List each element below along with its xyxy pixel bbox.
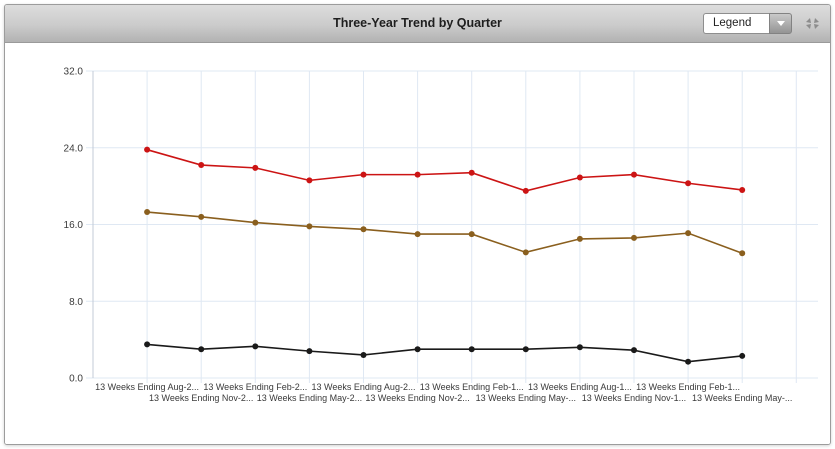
black-series-data-point[interactable] (522, 346, 529, 353)
x-axis-tick-label: 13 Weeks Ending Nov-1... (582, 393, 686, 403)
brown-series-data-point[interactable] (360, 226, 367, 233)
x-axis-tick-label: 13 Weeks Ending Feb-2... (203, 382, 307, 392)
black-series-data-point[interactable] (306, 348, 313, 355)
red-series-data-point[interactable] (414, 171, 421, 178)
red-series-data-point[interactable] (631, 171, 637, 178)
red-series-data-point[interactable] (198, 162, 205, 169)
x-axis-tick-label: 13 Weeks Ending Aug-2... (95, 382, 199, 392)
chart-area: 0.0 8.0 16.0 24.0 32.0 13 Weeks Ending Aug-2.… (5, 43, 830, 444)
black-series-data-point[interactable] (252, 343, 259, 350)
red-series-data-point[interactable] (739, 186, 746, 193)
legend-dropdown-button[interactable] (769, 13, 792, 34)
legend-dropdown-value: Legend (703, 13, 769, 34)
widget-header: Three-Year Trend by Quarter Legend (5, 5, 830, 43)
brown-series-data-point[interactable] (414, 231, 421, 238)
red-series-data-point[interactable] (252, 164, 259, 171)
black-series-data-point[interactable] (631, 347, 637, 354)
header-controls: Legend (703, 5, 821, 42)
maximize-arrows-glyph (806, 18, 819, 29)
black-series-data-point[interactable] (360, 351, 367, 358)
x-axis-tick-label: 13 Weeks Ending Aug-2... (312, 382, 416, 392)
red-series-data-point[interactable] (576, 174, 583, 181)
black-series-data-point[interactable] (576, 344, 583, 351)
brown-series-data-point[interactable] (685, 230, 692, 237)
vertical-gridlines (146, 71, 797, 383)
maximize-icon[interactable] (805, 17, 821, 31)
x-axis-tick-label: 13 Weeks Ending May-2... (257, 393, 362, 403)
series-black-series (144, 341, 746, 365)
chevron-down-icon (776, 21, 785, 26)
red-series-data-point[interactable] (468, 169, 475, 176)
brown-series-line (147, 211, 743, 255)
red-series-data-point[interactable] (306, 177, 313, 184)
x-axis-tick-label: 13 Weeks Ending Feb-1... (420, 382, 524, 392)
black-series-data-point[interactable] (198, 346, 205, 353)
red-series-data-point[interactable] (144, 146, 151, 153)
red-series-line (146, 148, 743, 192)
red-series-data-point[interactable] (685, 180, 692, 187)
y-axis-tick-label: 8.0 (69, 297, 83, 308)
black-series-data-point[interactable] (685, 358, 692, 365)
x-axis-tick-label: 13 Weeks Ending Nov-2... (365, 393, 469, 403)
horizontal-gridlines: 0.0 8.0 16.0 24.0 32.0 (64, 67, 818, 385)
chart-title: Three-Year Trend by Quarter (333, 16, 502, 30)
brown-series-data-point[interactable] (198, 213, 205, 220)
brown-series-data-point[interactable] (522, 249, 529, 256)
x-axis-tick-label: 13 Weeks Ending May-... (476, 393, 576, 403)
black-series-data-point[interactable] (414, 346, 421, 353)
brown-series-data-point[interactable] (144, 209, 151, 216)
black-series-data-point[interactable] (739, 352, 746, 359)
x-axis-tick-label: 13 Weeks Ending Feb-1... (636, 382, 740, 392)
black-series-data-point[interactable] (468, 346, 475, 353)
series-red-series (144, 146, 746, 194)
x-axis-tick-label: 13 Weeks Ending May-... (692, 393, 792, 403)
y-axis-tick-label: 16.0 (64, 220, 84, 231)
red-series-data-point[interactable] (360, 171, 367, 178)
brown-series-data-point[interactable] (739, 250, 746, 257)
y-axis-tick-label: 32.0 (64, 67, 84, 78)
x-axis-tick-label: 13 Weeks Ending Nov-2... (149, 393, 253, 403)
brown-series-data-point[interactable] (468, 231, 475, 238)
red-series-data-point[interactable] (522, 187, 529, 194)
x-axis-labels: 13 Weeks Ending Aug-2...13 Weeks Ending … (95, 382, 792, 403)
series-brown-series (144, 209, 746, 257)
y-axis-tick-label: 0.0 (69, 374, 83, 385)
x-axis-tick-label: 13 Weeks Ending Aug-1... (528, 382, 632, 392)
black-series-data-point[interactable] (144, 341, 151, 348)
line-chart: 0.0 8.0 16.0 24.0 32.0 13 Weeks Ending Aug-2.… (64, 67, 818, 403)
black-series-line (147, 343, 743, 363)
brown-series-data-point[interactable] (306, 223, 313, 230)
chart-widget-panel: Three-Year Trend by Quarter Legend (4, 4, 831, 445)
brown-series-data-point[interactable] (252, 219, 259, 226)
legend-dropdown[interactable]: Legend (703, 13, 792, 34)
brown-series-data-point[interactable] (576, 235, 583, 242)
brown-series-data-point[interactable] (631, 234, 637, 241)
y-axis-tick-label: 24.0 (64, 143, 84, 154)
